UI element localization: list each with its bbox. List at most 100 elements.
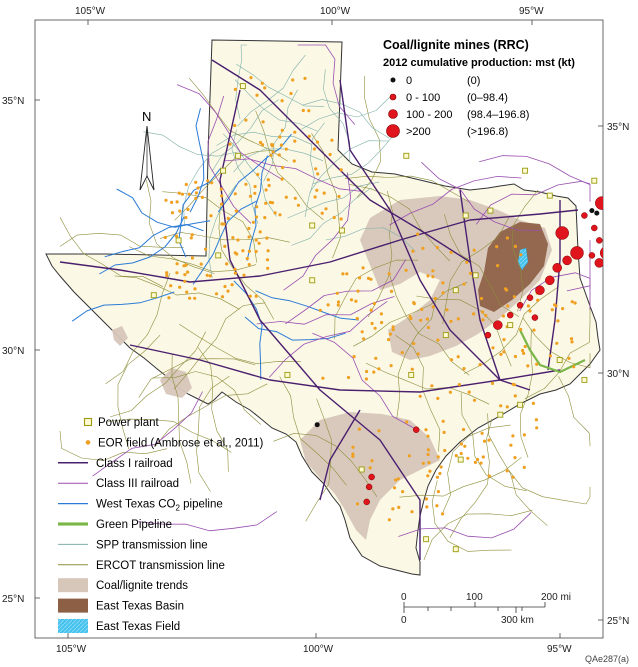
ercot-transmission-line [59, 217, 164, 287]
power-plant-marker [239, 83, 246, 90]
ercot-transmission-line [524, 301, 591, 399]
spp-transmission-line [208, 184, 237, 279]
eor-field-dot [436, 490, 440, 494]
eor-field-dot [405, 420, 409, 424]
eor-field-dot [345, 272, 349, 276]
ercot-transmission-line [444, 214, 520, 317]
eor-field-dot [459, 442, 463, 446]
eor-field-dot [184, 216, 188, 220]
eor-field-dot [419, 318, 423, 322]
eor-field-dot [219, 187, 223, 191]
eor-field-dot [337, 194, 341, 199]
eor-field-dot [449, 319, 453, 323]
eor-field-dot [280, 99, 284, 103]
eor-field-dot [267, 183, 271, 188]
coal-mine-marker [368, 473, 375, 481]
lon-top-100: 100°W [320, 6, 351, 17]
class3-railroad [207, 95, 252, 224]
eor-field-dot [499, 404, 503, 408]
eor-field-dot [387, 272, 391, 276]
legend-label: Class I railroad [96, 458, 173, 470]
spp-transmission-line [211, 99, 279, 173]
power-plant-marker [309, 277, 316, 284]
eor-field-dot [303, 76, 307, 80]
coal-mine-marker [545, 275, 555, 286]
eor-field-dot [226, 216, 230, 220]
eor-field-dot [200, 195, 204, 199]
eor-field-dot [457, 383, 461, 387]
power-plant-marker [408, 371, 415, 378]
eor-field-dot [523, 344, 527, 349]
eor-field-dot [270, 143, 275, 147]
coal-mines [314, 196, 603, 506]
class3-railroad [389, 176, 522, 226]
spp-transmission-line [235, 44, 247, 120]
eor-field-dot [435, 475, 439, 479]
lat-left-25: 25°N [2, 594, 24, 605]
eor-field-dot [281, 165, 285, 170]
eor-field-dot [412, 341, 416, 346]
eor-field-dot [426, 325, 430, 330]
ercot-transmission-line [196, 375, 230, 492]
eor-field-dot [362, 337, 366, 341]
eor-field-dot [409, 316, 413, 321]
mine-legend-symbol [386, 124, 400, 138]
ercot-transmission-line [558, 376, 591, 447]
eor-field-dot [478, 363, 482, 367]
eor-field-dot [256, 172, 260, 177]
ercot-transmission-line [155, 383, 268, 447]
mine-legend-label: 0 - 100 [406, 92, 440, 104]
power-plant-marker [487, 207, 494, 214]
power-plant-marker [284, 371, 291, 378]
eor-field-dot [570, 340, 574, 344]
eor-field-dot [421, 461, 425, 465]
eor-field-dot [501, 314, 505, 318]
eor-field-dot [526, 364, 530, 368]
ercot-transmission-line [423, 509, 533, 561]
scale-mi-200: 200 mi [541, 592, 571, 603]
texas-state-outline [45, 39, 601, 576]
eor-field-dot [244, 118, 248, 122]
eor-field-dot [509, 443, 513, 447]
eor-field-dot [165, 273, 169, 278]
coal-mine-marker [412, 426, 420, 433]
mine-legend-label: 100 - 200 [406, 109, 452, 121]
north-arrow-label: N [142, 109, 151, 124]
eor-field-dot [321, 376, 325, 380]
power-plant-marker [309, 222, 316, 229]
eor-field-dot [387, 338, 391, 342]
eor-field-dot [449, 358, 454, 362]
ercot-transmission-line [197, 347, 229, 472]
eor-field-dot [361, 266, 365, 270]
eor-field-dot [170, 211, 175, 215]
coal-mine-marker [591, 224, 598, 232]
power-plant-marker [581, 376, 588, 383]
eor-field-dot [284, 147, 288, 151]
eor-field-dot [175, 271, 179, 275]
eor-field-dot [388, 332, 392, 336]
power-plant-marker [462, 212, 469, 219]
ercot-transmission-line [117, 334, 161, 450]
eor-field-dot [426, 448, 430, 452]
eor-field-dot [416, 232, 420, 236]
spp-transmission-line [287, 181, 380, 219]
legend-power-plant-icon [83, 417, 93, 427]
ercot-transmission-line [395, 334, 441, 452]
scale-mi-100: 100 [466, 592, 483, 603]
eor-field-dot [255, 205, 259, 209]
eor-field-dot [293, 139, 297, 143]
ercot-transmission-line [522, 317, 591, 368]
eor-field-dot [366, 276, 371, 280]
power-plant-marker [175, 237, 182, 244]
eor-field-dot [313, 195, 317, 199]
coal-mine-marker [314, 422, 320, 428]
ercot-transmission-line [508, 470, 591, 505]
co2-pipeline [104, 224, 204, 258]
eor-field-dot [199, 262, 203, 266]
eor-field-dot [513, 456, 517, 460]
eor-field-dot [273, 211, 277, 215]
eor-field-dot [258, 230, 262, 234]
eor-field-dot [254, 294, 258, 298]
eor-field-dot [196, 186, 200, 190]
scale-bar [403, 602, 546, 613]
